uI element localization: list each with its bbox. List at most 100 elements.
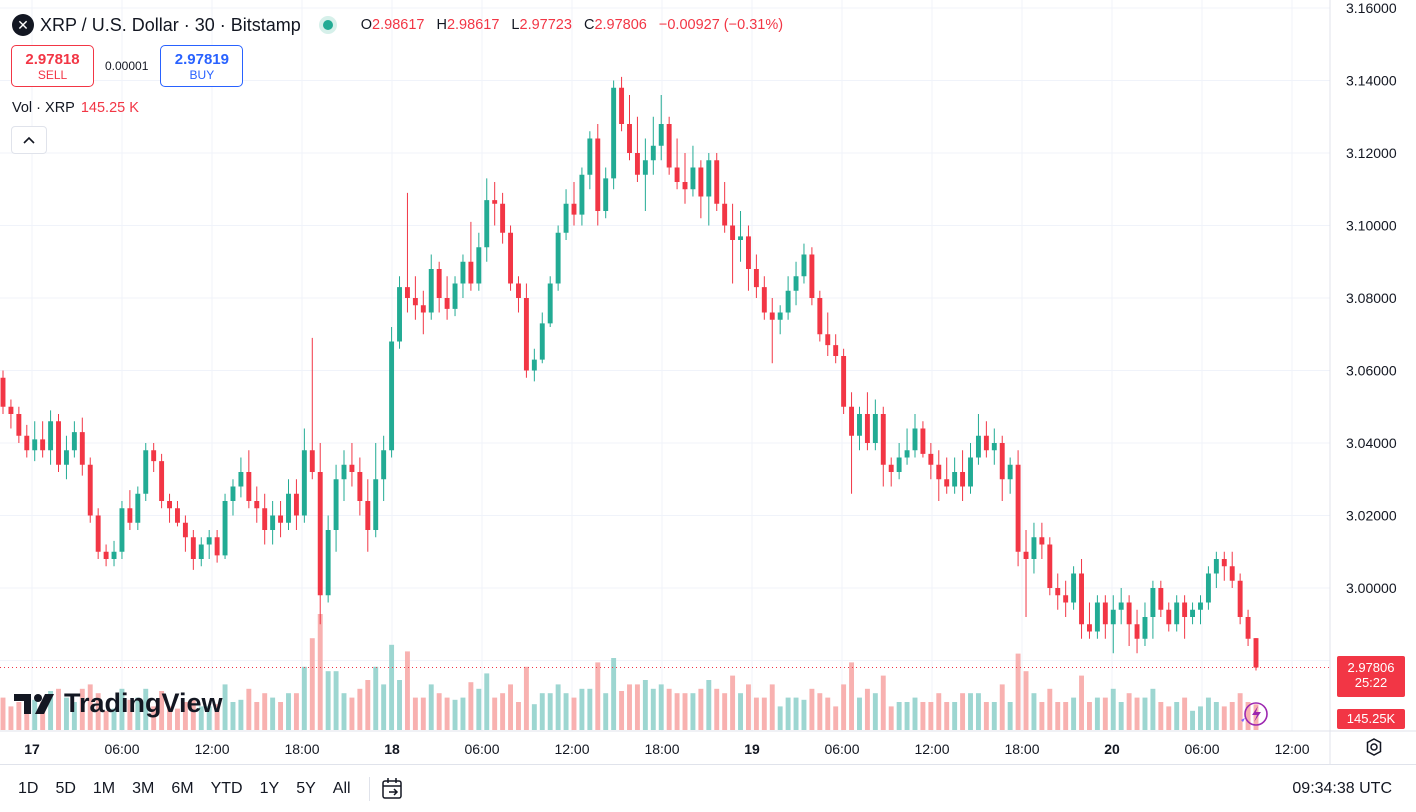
candle-body (801, 254, 807, 277)
volume-bar (1221, 706, 1227, 730)
range-all[interactable]: All (332, 779, 351, 797)
volume-bar (333, 671, 339, 730)
candle-body (983, 435, 989, 451)
range-5y[interactable]: 5Y (296, 779, 316, 797)
volume-bar (904, 702, 910, 730)
volume-bar (460, 697, 466, 730)
candle-body (103, 551, 109, 559)
volume-bar (809, 688, 815, 730)
candle-body (24, 435, 30, 451)
volume-bar (833, 706, 839, 730)
candle-body (175, 508, 180, 523)
collapse-legend-button[interactable] (11, 126, 47, 154)
volume-bar (135, 697, 141, 730)
candle-body (1023, 551, 1029, 559)
volume-bar (1094, 697, 1100, 730)
candle-body (761, 287, 767, 313)
volume-bar (960, 693, 966, 730)
candle-body (999, 443, 1005, 480)
candlestick-chart[interactable]: 3.16000 3.14000 3.12000 3.10000 3.08000 3.060… (0, 0, 1416, 764)
candle-body (1182, 602, 1188, 617)
volume-bar (278, 702, 284, 730)
volume-bar (436, 693, 442, 730)
candle-body (127, 508, 133, 523)
volume-bar (1039, 702, 1045, 730)
candle-body (1126, 602, 1132, 625)
candle-body (1094, 602, 1100, 632)
volume-bar (944, 702, 950, 730)
tradingview-logo[interactable]: TradingView (14, 688, 223, 719)
volume-legend[interactable]: Vol · XRP 145.25 K (12, 100, 139, 116)
volume-bar (603, 693, 609, 730)
logo-text: TradingView (64, 688, 223, 718)
go-to-date-icon[interactable] (380, 776, 406, 802)
bar-countdown: 25:22 (1354, 675, 1388, 690)
lightning-icon[interactable] (1238, 700, 1270, 728)
volume-bar (1007, 702, 1013, 730)
candle-body (301, 450, 307, 516)
volume-bar (1253, 704, 1259, 730)
time-tick-label: 06:00 (464, 741, 499, 757)
range-1d[interactable]: 1D (18, 779, 39, 797)
volume-bar (452, 699, 458, 730)
volume-bar (151, 706, 157, 730)
time-tick-label: 12:00 (194, 741, 229, 757)
sell-button[interactable]: 2.97818 SELL (11, 45, 94, 87)
candle-body (1071, 573, 1077, 603)
candle-body (650, 145, 656, 161)
volume-bar (928, 702, 934, 730)
volume-bar (849, 662, 855, 730)
candle-body (1150, 588, 1156, 617)
candle-body (1039, 537, 1045, 545)
volume-bar (516, 702, 521, 730)
range-6m[interactable]: 6M (171, 779, 194, 797)
range-3m[interactable]: 3M (132, 779, 155, 797)
candle-body (1229, 566, 1235, 581)
settings-gear-icon[interactable] (1364, 737, 1384, 757)
candle-body (373, 479, 379, 530)
volume-bar (24, 704, 30, 730)
range-5d[interactable]: 5D (55, 779, 76, 797)
price-tick-label: 3.08000 (1346, 290, 1397, 306)
candle-body (79, 432, 85, 465)
volume-bar (714, 688, 720, 730)
candle-body (666, 124, 672, 168)
volume-bar (412, 697, 418, 730)
candle-body (1166, 609, 1172, 625)
candle-body (246, 472, 252, 501)
volume-bar (975, 693, 981, 730)
candle-body (167, 501, 172, 509)
utc-clock[interactable]: 09:34:38 UTC (1292, 779, 1392, 797)
candle-body (412, 298, 418, 306)
time-axis: 17 06:00 12:00 18:00 18 06:00 12:00 18:00 19 06:0… (24, 741, 1310, 757)
range-ytd[interactable]: YTD (210, 779, 243, 797)
candle-body (492, 200, 498, 204)
volume-bar (1190, 710, 1196, 730)
candle-body (286, 493, 291, 523)
volume-bar (991, 702, 997, 730)
volume-bar (936, 693, 942, 730)
candle-body (888, 464, 894, 472)
candle-body (849, 406, 855, 436)
buy-button[interactable]: 2.97819 BUY (160, 45, 244, 87)
close-value: 2.97806 (594, 17, 647, 33)
range-1m[interactable]: 1M (92, 779, 116, 797)
sell-price: 2.97818 (25, 50, 80, 68)
candle-body (1007, 464, 1013, 480)
candle-body (238, 472, 244, 487)
volume-bar (595, 662, 601, 730)
close-x-icon[interactable]: ✕ (12, 14, 34, 36)
market-status-icon[interactable] (322, 20, 333, 30)
candle-body (880, 414, 886, 465)
volume-bar (428, 684, 434, 730)
volume-bar (761, 697, 767, 730)
volume-bar (246, 688, 252, 730)
volume-bar (825, 697, 831, 730)
time-tick-label: 17 (24, 741, 40, 757)
symbol-title[interactable]: XRP / U.S. Dollar · 30 · Bitstamp (40, 14, 301, 35)
candle-body (872, 414, 878, 443)
range-1y[interactable]: 1Y (259, 779, 280, 797)
price-tick-label: 3.00000 (1346, 580, 1397, 596)
volume-bar (745, 684, 751, 730)
volume-bar (1087, 702, 1092, 730)
